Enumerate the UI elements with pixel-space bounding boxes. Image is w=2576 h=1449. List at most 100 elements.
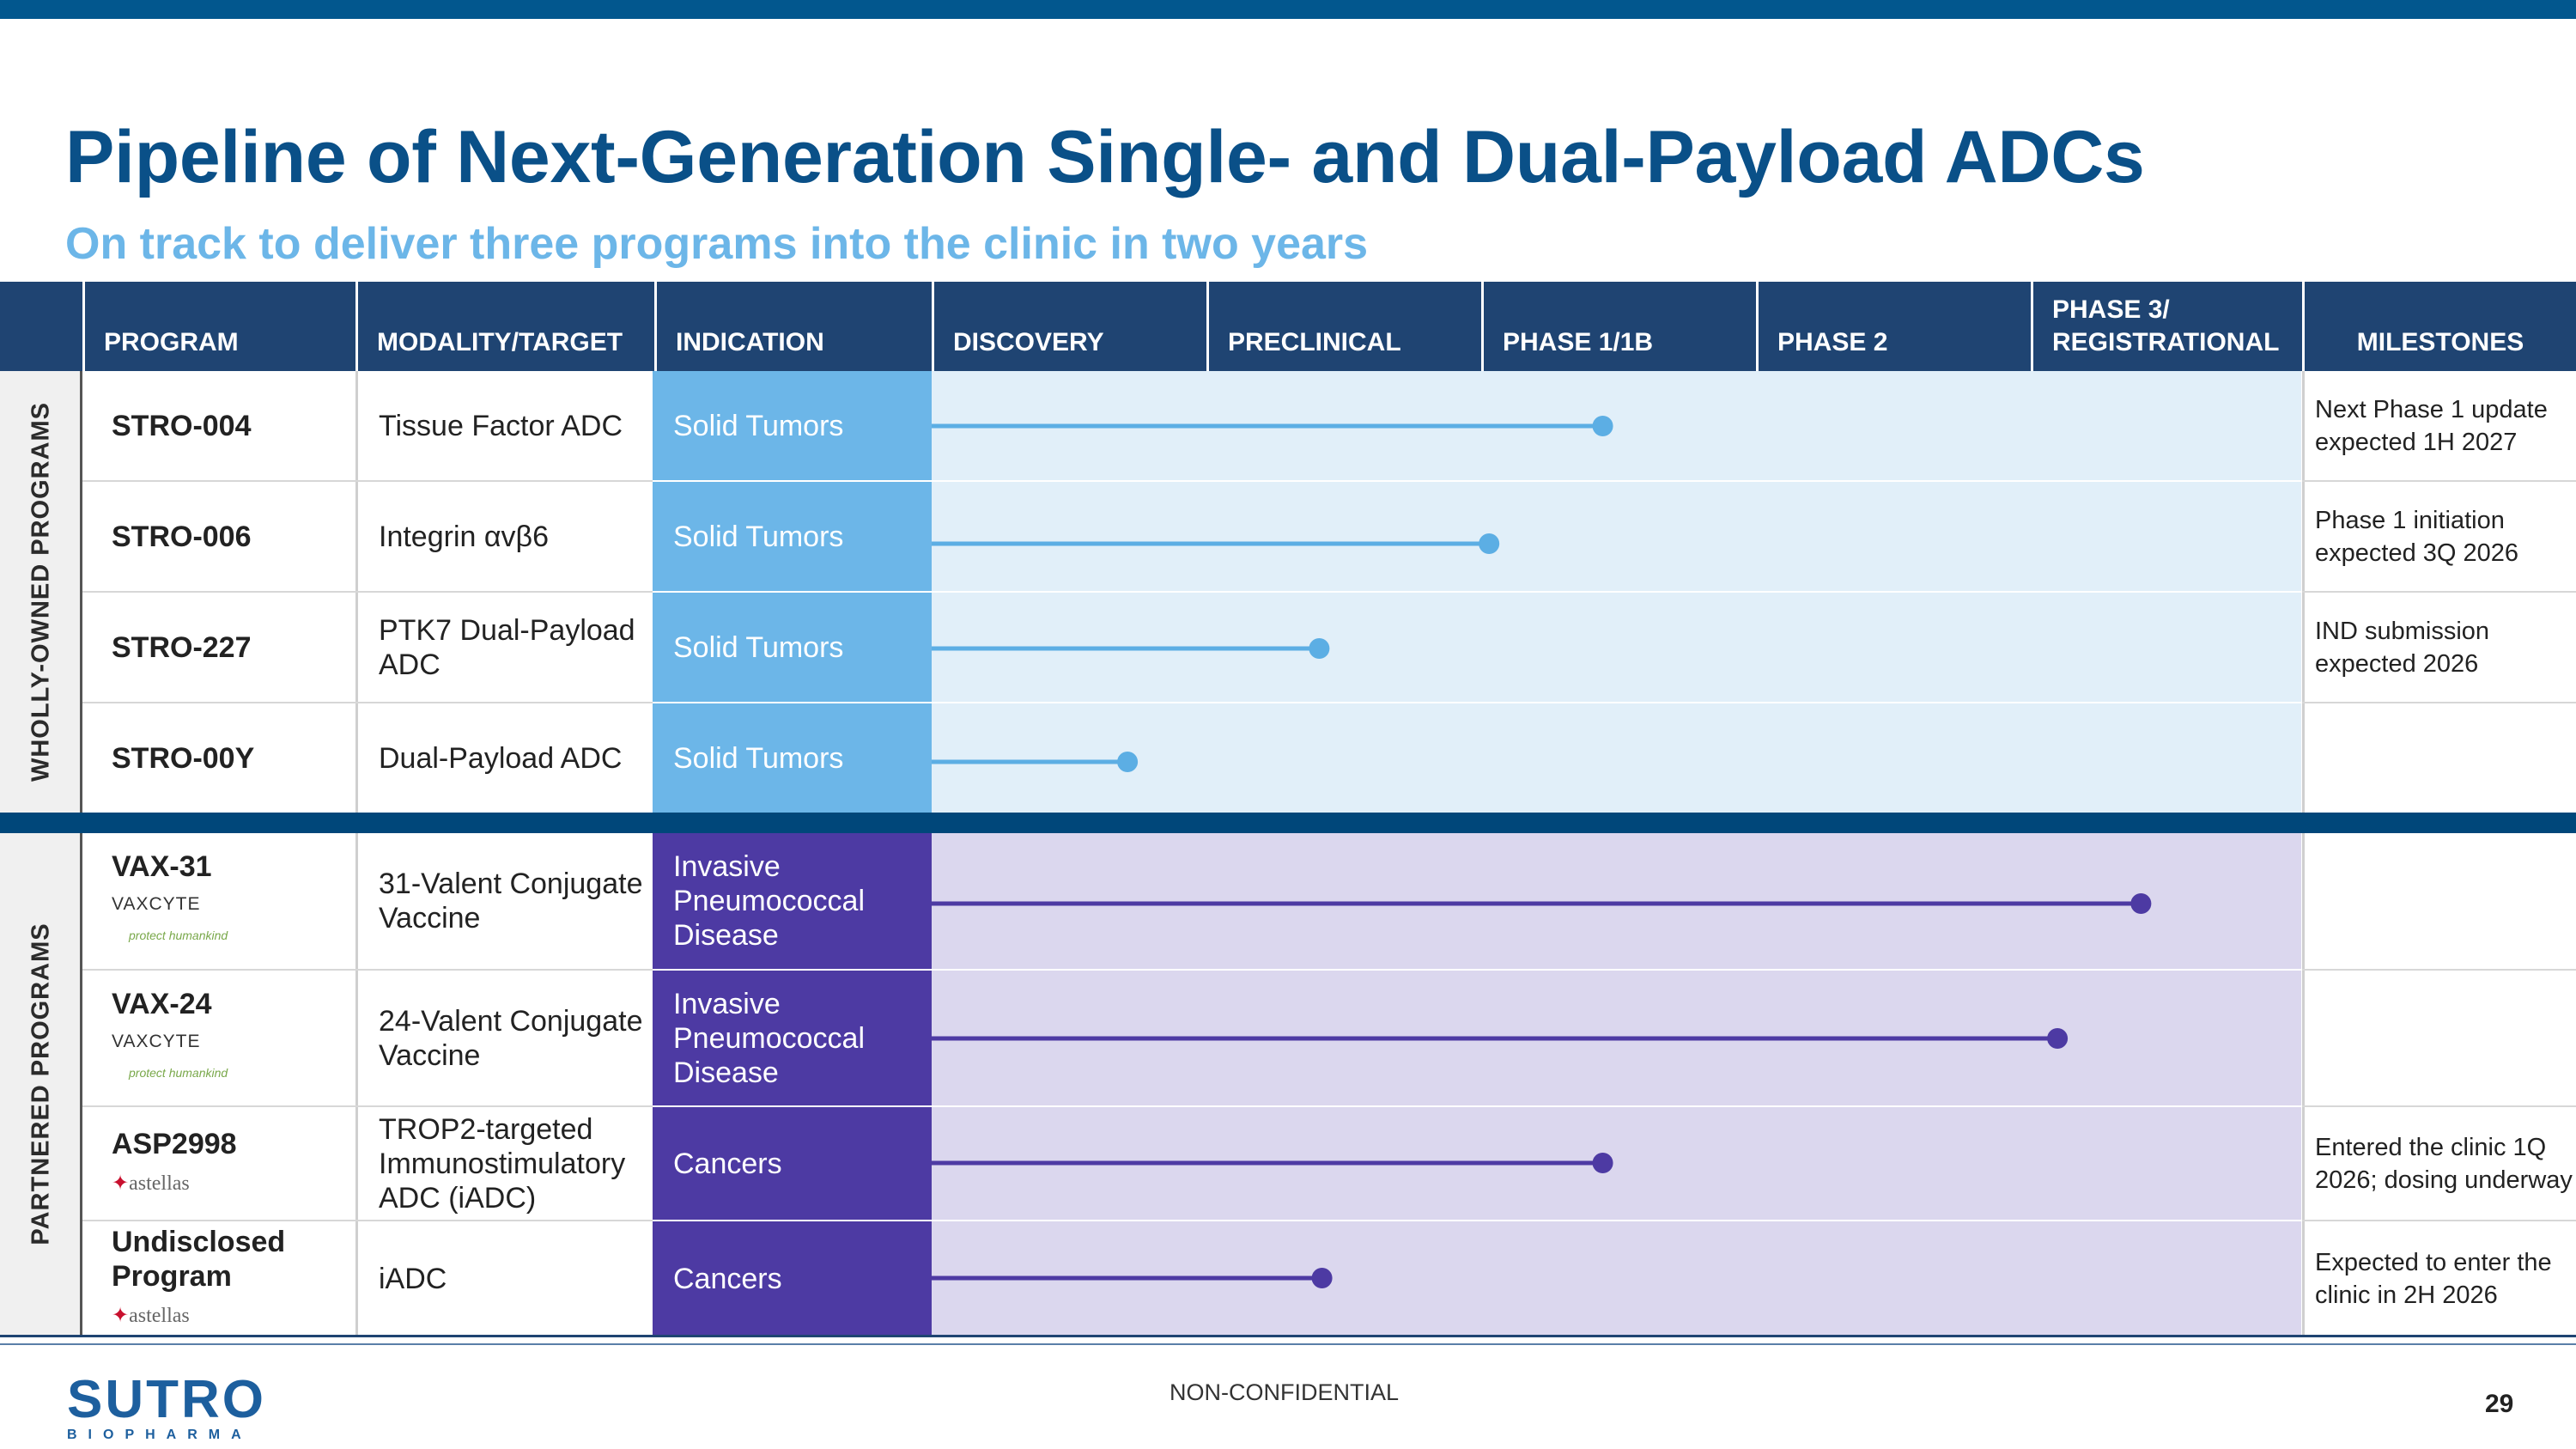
milestone-cell xyxy=(2302,703,2576,813)
program-label: ASP2998 xyxy=(112,1127,237,1160)
modality-cell: PTK7 Dual-Payload ADC xyxy=(355,593,650,702)
indication-cell: Solid Tumors xyxy=(673,520,844,553)
program-label: VAX-31 xyxy=(112,850,212,883)
header-preclinical: PRECLINICAL xyxy=(1206,282,1481,371)
program-name: STRO-004 xyxy=(82,371,355,480)
astellas-logo: ✦astellas xyxy=(112,1171,190,1195)
indication-cell: Solid Tumors xyxy=(673,741,844,775)
confidentiality-label: NON-CONFIDENTIAL xyxy=(1170,1379,1400,1405)
sutro-logo: SUTRO BIOPHARMA xyxy=(67,1370,266,1443)
modality-cell: 24-Valent Conjugate Vaccine xyxy=(355,971,650,1105)
modality-cell: Dual-Payload ADC xyxy=(355,703,650,813)
header-phase3: PHASE 3/ REGISTRATIONAL xyxy=(2031,282,2302,371)
progress-marker xyxy=(1311,1268,1333,1288)
modality-cell: 31-Valent Conjugate Vaccine xyxy=(355,833,650,969)
milestone-divider xyxy=(2302,591,2576,593)
program-name: STRO-00Y xyxy=(82,703,355,813)
modality-cell: Tissue Factor ADC xyxy=(355,371,650,480)
indication-cell: Cancers xyxy=(673,1262,782,1295)
progress-marker xyxy=(1592,416,1613,436)
indication-cell: Invasive Pneumococcal Disease xyxy=(673,987,866,1089)
table-row: STRO-00Y Dual-Payload ADC Solid Tumors xyxy=(82,703,2576,813)
milestone-cell: Phase 1 initiation expected 3Q 2026 xyxy=(2302,482,2576,591)
milestone-cell: Expected to enter the clinic in 2H 2026 xyxy=(2302,1221,2576,1336)
row-divider xyxy=(82,480,2576,482)
milestone-divider xyxy=(2302,1105,2576,1107)
footer-rule-thin xyxy=(0,1343,2576,1345)
row-divider-left xyxy=(82,1220,653,1221)
header-phase1: PHASE 1/1B xyxy=(1481,282,1756,371)
astellas-logo: ✦astellas xyxy=(112,1303,190,1327)
progress-marker xyxy=(1592,1153,1613,1173)
header-phase2: PHASE 2 xyxy=(1756,282,2031,371)
program-name: VAX-24 VAXCYTE protect humankind xyxy=(82,971,355,1105)
row-divider xyxy=(82,1220,2576,1221)
indication-column-partnered xyxy=(653,833,932,1336)
header-phase3-line1: PHASE 3/ xyxy=(2052,295,2170,324)
modality-cell: TROP2-targeted Immunostimulatory ADC (iA… xyxy=(355,1107,650,1220)
milestone-divider xyxy=(2302,1220,2576,1221)
vaxcyte-logo: VAXCYTE protect humankind xyxy=(112,1031,228,1080)
row-divider-left xyxy=(82,1105,653,1107)
group-separator xyxy=(0,813,2576,833)
stage-band-partnered xyxy=(932,833,2301,1336)
modality-cell: iADC xyxy=(355,1221,650,1336)
modality-cell: Integrin αvβ6 xyxy=(355,482,650,591)
astellas-star-icon: ✦ xyxy=(112,1171,130,1195)
progress-marker xyxy=(1117,752,1139,772)
header-indication: INDICATION xyxy=(654,282,932,371)
row-divider xyxy=(82,591,2576,593)
table-header: PROGRAM MODALITY/TARGET INDICATION DISCO… xyxy=(0,282,2576,371)
milestone-divider xyxy=(2302,702,2576,703)
table-row: STRO-227 PTK7 Dual-Payload ADC Solid Tum… xyxy=(82,593,2576,702)
program-name: STRO-227 xyxy=(82,593,355,702)
row-divider xyxy=(82,702,2576,703)
page-number: 29 xyxy=(2485,1390,2514,1418)
table-row: STRO-006 Integrin αvβ6 Solid Tumors Phas… xyxy=(82,482,2576,591)
progress-marker xyxy=(2130,893,2152,914)
progress-marker xyxy=(1479,533,1500,554)
top-bar xyxy=(0,0,2576,19)
indication-cell: Cancers xyxy=(673,1147,782,1180)
program-label: STRO-004 xyxy=(112,409,252,442)
progress-marker xyxy=(1309,638,1330,659)
table-row: VAX-24 VAXCYTE protect humankind 24-Valen… xyxy=(82,971,2576,1105)
milestone-divider xyxy=(2302,480,2576,482)
program-name: STRO-006 xyxy=(82,482,355,591)
milestone-divider xyxy=(2302,969,2576,971)
header-phase3-line2: REGISTRATIONAL xyxy=(2052,328,2280,356)
astellas-star-icon: ✦ xyxy=(112,1303,130,1327)
header-modality: MODALITY/TARGET xyxy=(355,282,654,371)
table-row: VAX-31 VAXCYTE protect humankind 31-Valen… xyxy=(82,833,2576,969)
indication-cell: Solid Tumors xyxy=(673,630,844,664)
row-divider-left xyxy=(82,969,653,971)
page-title: Pipeline of Next-Generation Single- and … xyxy=(65,116,2145,198)
side-wholly-owned: WHOLLY-OWNED PROGRAMS xyxy=(0,371,82,813)
header-program: PROGRAM xyxy=(82,282,355,371)
program-label: STRO-00Y xyxy=(112,741,255,775)
program-label: Undisclosed Program xyxy=(112,1225,286,1293)
table-row: Undisclosed Program ✦astellas iADC Cance… xyxy=(82,1221,2576,1336)
side-partnered: PARTNERED PROGRAMS xyxy=(0,833,82,1336)
progress-marker xyxy=(2047,1028,2069,1049)
row-divider xyxy=(82,969,2576,971)
table-row: STRO-004 Tissue Factor ADC Solid Tumors … xyxy=(82,371,2576,480)
row-divider-left xyxy=(82,591,653,593)
milestone-cell xyxy=(2302,833,2576,969)
indication-cell: Solid Tumors xyxy=(673,409,844,442)
milestone-cell xyxy=(2302,971,2576,1105)
program-name: Undisclosed Program ✦astellas xyxy=(82,1221,355,1336)
milestone-cell: Entered the clinic 1Q 2026; dosing under… xyxy=(2302,1107,2576,1220)
program-name: VAX-31 VAXCYTE protect humankind xyxy=(82,833,355,969)
program-label: STRO-227 xyxy=(112,630,252,664)
header-milestones: MILESTONES xyxy=(2302,282,2576,371)
program-label: VAX-24 xyxy=(112,987,212,1020)
vaxcyte-logo: VAXCYTE protect humankind xyxy=(112,894,228,942)
milestone-cell: Next Phase 1 update expected 1H 2027 xyxy=(2302,371,2576,480)
row-divider xyxy=(82,1105,2576,1107)
table-row: ASP2998 ✦astellas TROP2-targeted Immunos… xyxy=(82,1107,2576,1220)
indication-cell: Invasive Pneumococcal Disease xyxy=(673,850,866,952)
row-divider-left xyxy=(82,702,653,703)
row-divider-left xyxy=(82,480,653,482)
